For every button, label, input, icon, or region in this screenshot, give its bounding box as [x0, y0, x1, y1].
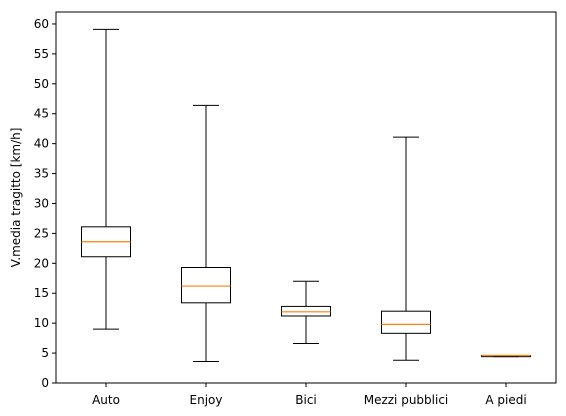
y-tick-label: 15	[34, 286, 49, 300]
box-a-piedi	[481, 354, 531, 358]
box-bici	[281, 280, 331, 345]
box-iqr	[181, 267, 231, 304]
x-tick-label: Mezzi pubblici	[364, 393, 449, 407]
y-tick-label: 10	[34, 316, 49, 330]
y-tick-label: 45	[34, 107, 49, 121]
y-tick-label: 5	[41, 346, 49, 360]
box-auto	[81, 28, 131, 330]
x-tick-label: Bici	[295, 393, 317, 407]
x-tick-label: Enjoy	[190, 393, 223, 407]
box-enjoy	[181, 104, 231, 362]
y-tick-label: 55	[34, 47, 49, 61]
y-axis-label: V.media tragitto [km/h]	[9, 128, 23, 268]
y-tick-label: 60	[34, 17, 49, 31]
x-tick-label: A piedi	[485, 393, 526, 407]
plot-frame	[55, 11, 557, 384]
y-tick-label: 0	[41, 376, 49, 390]
y-tick-label: 40	[34, 137, 49, 151]
y-tick-label: 25	[34, 226, 49, 240]
box-series	[81, 28, 531, 362]
y-axis: 0 5 10 15 20 25 30 35 40 45 50 55 60	[34, 17, 56, 390]
box-iqr	[381, 310, 431, 334]
y-tick-label: 30	[34, 196, 49, 210]
y-tick-label: 35	[34, 167, 49, 181]
y-tick-label: 20	[34, 256, 49, 270]
x-tick-label: Auto	[92, 393, 120, 407]
box-mezzi-pubblici	[381, 136, 431, 361]
y-tick-label: 50	[34, 77, 49, 91]
x-axis: Auto Enjoy Bici Mezzi pubblici A piedi	[92, 383, 527, 407]
